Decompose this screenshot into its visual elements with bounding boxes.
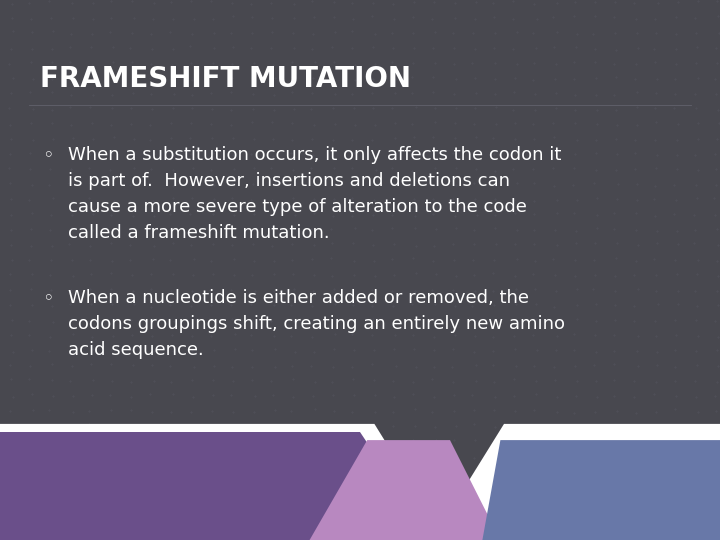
Text: When a substitution occurs, it only affects the codon it: When a substitution occurs, it only affe… xyxy=(68,146,562,164)
Text: called a frameshift mutation.: called a frameshift mutation. xyxy=(68,224,330,241)
Polygon shape xyxy=(310,440,500,540)
Text: ◦: ◦ xyxy=(42,289,53,308)
Polygon shape xyxy=(432,424,720,540)
Text: cause a more severe type of alteration to the code: cause a more severe type of alteration t… xyxy=(68,198,527,215)
Text: When a nucleotide is either added or removed, the: When a nucleotide is either added or rem… xyxy=(68,289,529,307)
Text: is part of.  However, insertions and deletions can: is part of. However, insertions and dele… xyxy=(68,172,510,190)
Text: FRAMESHIFT MUTATION: FRAMESHIFT MUTATION xyxy=(40,65,410,93)
Polygon shape xyxy=(0,432,432,540)
Text: codons groupings shift, creating an entirely new amino: codons groupings shift, creating an enti… xyxy=(68,315,565,333)
Text: ◦: ◦ xyxy=(42,146,53,165)
Polygon shape xyxy=(0,424,446,540)
Polygon shape xyxy=(482,440,720,540)
Text: acid sequence.: acid sequence. xyxy=(68,341,204,359)
